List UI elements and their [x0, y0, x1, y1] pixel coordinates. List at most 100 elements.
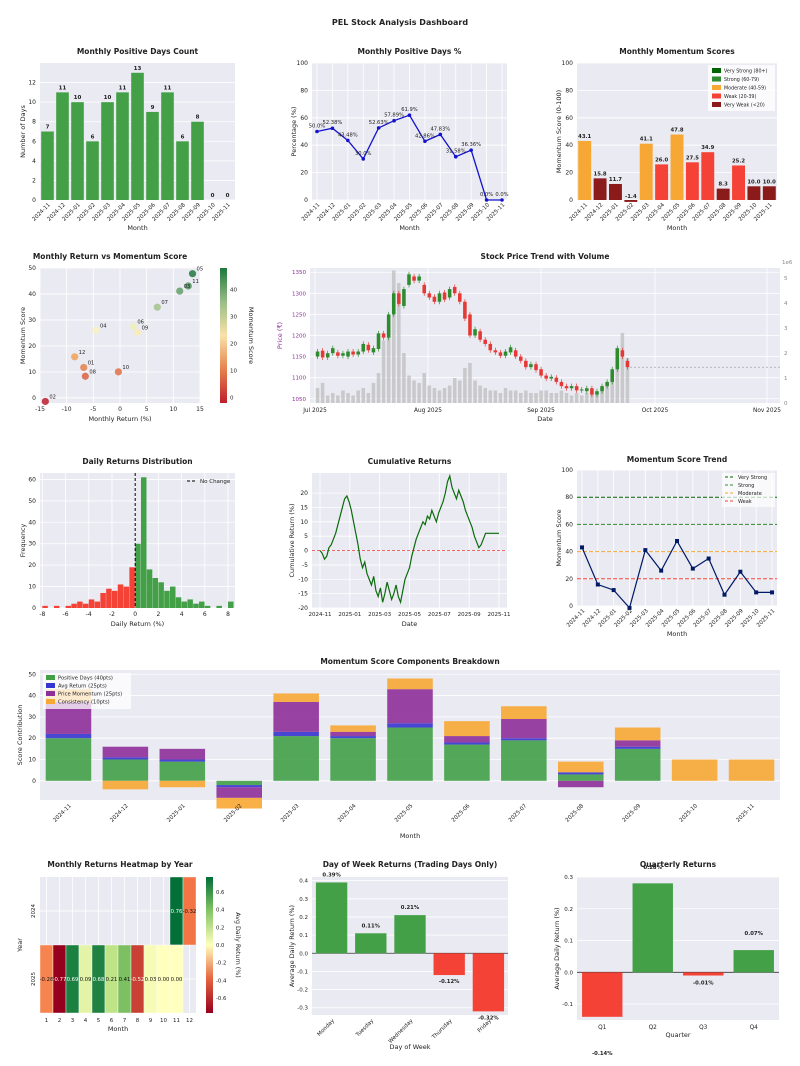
x-tick-label: 3 [71, 1018, 75, 1024]
candle-body [407, 274, 411, 285]
x-tick-label: 10 [160, 1018, 167, 1024]
y-tick-label: 80 [565, 87, 573, 94]
histogram-bar [53, 605, 60, 608]
data-label: 47.83% [430, 126, 450, 132]
x-tick-label: 11 [173, 1018, 180, 1024]
bar-value-label: 10.0 [763, 179, 776, 185]
volume-bar [346, 393, 350, 403]
stacked-segment [159, 761, 206, 781]
bar-value-label: -1.4 [625, 194, 637, 200]
stacked-segment [614, 746, 661, 749]
candle-body [447, 289, 452, 298]
bar-value-label: 7 [46, 125, 50, 131]
y-tick-label: 50 [28, 671, 36, 678]
x-tick-label: 9 [149, 1018, 153, 1024]
bar [733, 950, 774, 973]
volume-bar [412, 380, 416, 403]
x-tick-label: Q4 [750, 1025, 759, 1031]
colorbar-label: Avg Daily Return (%) [234, 912, 241, 977]
candle-body [493, 350, 498, 353]
legend-label: Very Strong [738, 475, 767, 481]
y-axis-label: Momentum Score [555, 509, 563, 566]
colorbar-tick-label: 20 [230, 342, 237, 348]
legend-label: Very Strong (80+) [724, 69, 768, 75]
y-tick-label: 0.0 [299, 951, 308, 957]
volume-bar [386, 323, 391, 403]
candle-body [366, 344, 371, 351]
bar-value-label: 6 [91, 134, 95, 140]
data-label: 50.0% [309, 124, 326, 130]
candle-body [518, 356, 523, 361]
colorbar-tick-label: 40 [230, 288, 237, 294]
candle-body [544, 375, 548, 379]
candle-body [442, 292, 447, 300]
candle-body [564, 386, 569, 389]
trend-marker [706, 556, 711, 561]
trend-marker [595, 582, 600, 587]
bar-value-label: 9 [151, 105, 155, 111]
y-tick-label: -0.1 [297, 969, 308, 975]
bar [472, 953, 505, 1012]
heatmap-value: -0.77 [53, 977, 67, 983]
data-point [438, 132, 443, 137]
y-axis-label: Average Daily Return (%) [288, 905, 296, 987]
x-axis-label: Month [108, 1025, 128, 1033]
chart-title: Quarterly Returns [640, 860, 717, 869]
stacked-segment [558, 772, 604, 775]
bar-value-label: 10.0 [747, 179, 760, 185]
bar [683, 972, 724, 976]
data-label: 0.0% [495, 192, 508, 198]
y-tick-label: 60 [565, 521, 573, 528]
stacked-segment [273, 731, 319, 737]
volume-bar [391, 270, 396, 403]
bar-value-label: 10 [74, 95, 82, 101]
y-tick-label: 40 [565, 549, 573, 556]
y-tick-label: 80 [565, 494, 573, 501]
stacked-segment [159, 759, 206, 762]
volume-bar [549, 393, 554, 403]
candle-body [513, 350, 518, 357]
histogram-bar [88, 599, 95, 608]
stacked-segment [614, 748, 661, 781]
stacked-segment [330, 736, 376, 739]
histogram-bar [170, 586, 176, 608]
x-tick-label: 2025-11 [488, 612, 511, 618]
candle-body [534, 364, 538, 371]
x-tick-label: 10 [170, 406, 178, 413]
point-label: 04 [100, 323, 107, 329]
stacked-segment [501, 740, 547, 781]
y-tick-label: 0 [32, 778, 36, 785]
bar-value-label: 11 [119, 85, 127, 91]
volume-bar [610, 373, 614, 403]
candle-body [356, 351, 360, 355]
volume-bar [336, 395, 340, 403]
heatmap-value: 0.69 [67, 977, 79, 983]
data-point [361, 157, 366, 161]
volume-bar [534, 393, 538, 403]
chart-title: Cumulative Returns [368, 457, 452, 466]
y-tick-label: 0.2 [299, 915, 308, 921]
x-tick-label: -2 [109, 611, 115, 618]
y-tick-label: 12 [28, 80, 36, 87]
y-tick-label: -10 [298, 576, 308, 583]
histogram-bar [71, 603, 77, 608]
candle-body [539, 369, 543, 376]
bar [624, 200, 638, 202]
y-tick-label: 20 [28, 343, 36, 350]
candle-body [503, 351, 508, 356]
stacked-segment [387, 689, 433, 724]
x-axis-label: Month [399, 224, 419, 232]
legend-swatch [712, 68, 721, 73]
colorbar-tick-label: 0.0 [216, 943, 225, 949]
scatter-point [188, 270, 197, 278]
stacked-segment [102, 780, 149, 790]
chart-momentum-trend: 0204060801002024-112024-122025-012025-02… [555, 455, 777, 638]
volume-bar [513, 390, 518, 403]
stacked-segment [216, 780, 262, 786]
heatmap-value: 0.09 [80, 977, 92, 983]
y-tick-label: -15 [298, 591, 308, 598]
bar-value-label: 0 [211, 193, 215, 199]
stacked-segment [387, 723, 433, 728]
